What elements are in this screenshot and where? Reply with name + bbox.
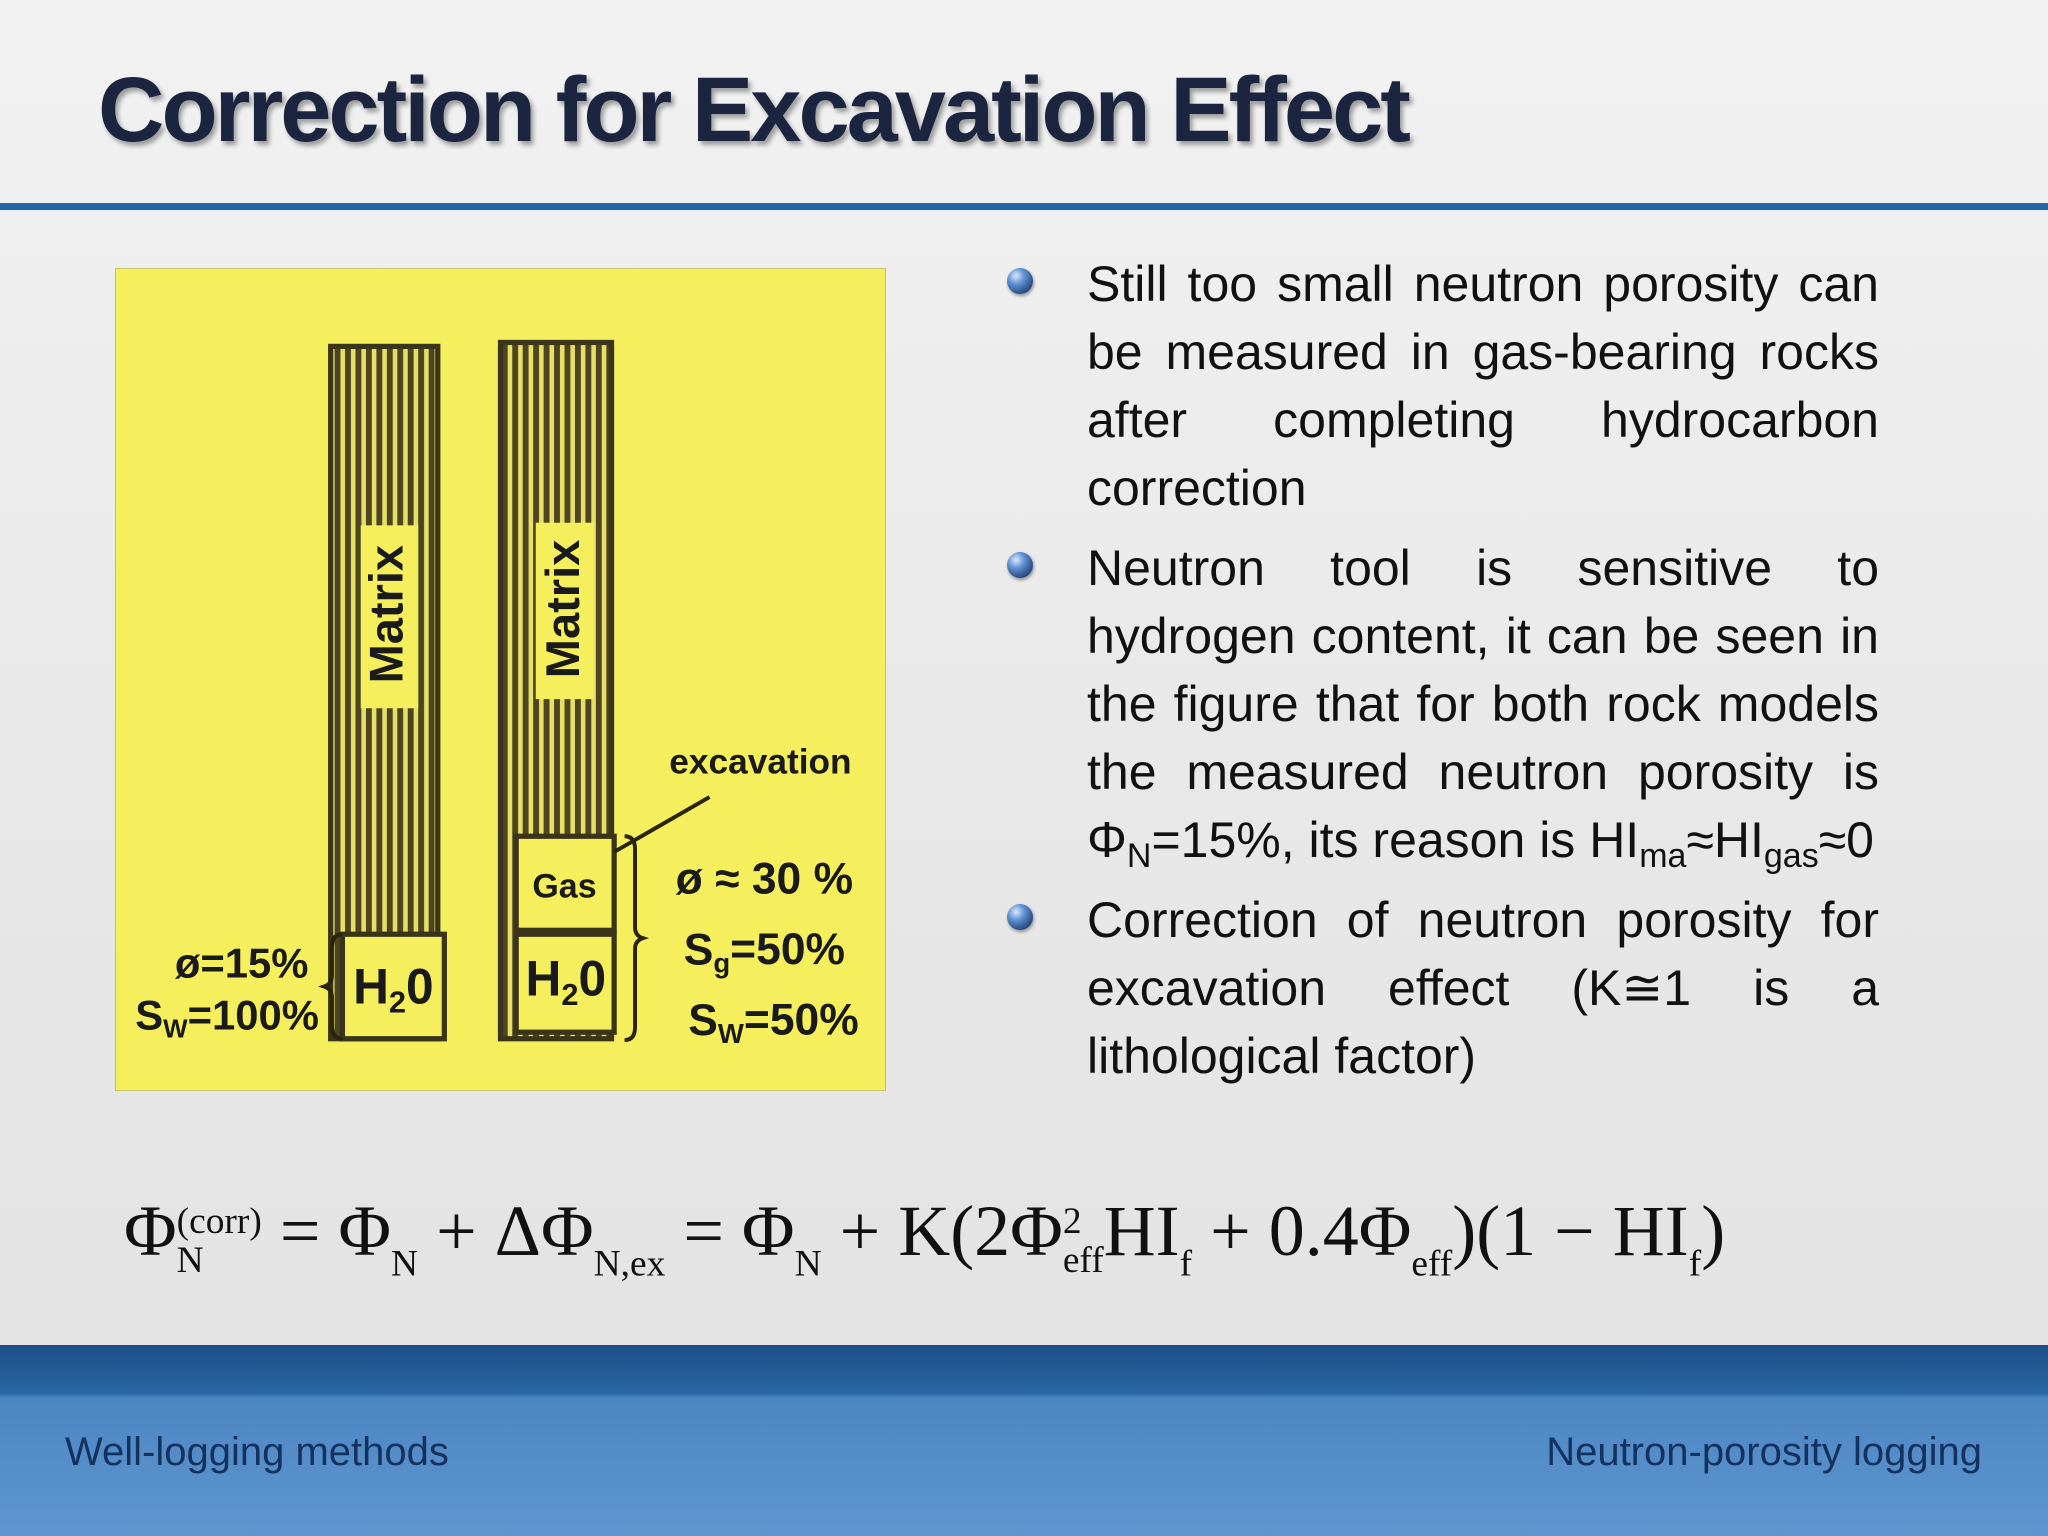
gas-label: Gas	[532, 868, 596, 906]
subscript: W	[718, 1018, 744, 1049]
subscript: 2	[561, 977, 578, 1012]
saturation-label: Sg=50%	[684, 925, 845, 978]
subscript: f	[1179, 1243, 1193, 1285]
text-run: =50%	[744, 996, 859, 1045]
subscript: W	[163, 1015, 188, 1043]
water-box	[339, 931, 447, 1042]
text-run: ≈HI	[1686, 812, 1764, 868]
excavation-box	[644, 738, 869, 788]
water-label: H20	[526, 950, 607, 1011]
porosity-label: ø ≈ 30 %	[676, 855, 853, 904]
text-run: ø ≈ 30 %	[676, 855, 853, 904]
text-run: H	[353, 958, 389, 1014]
text-run: S	[684, 925, 714, 974]
text-run: 0	[578, 950, 606, 1006]
matrix-box	[360, 525, 419, 709]
text-run: Still too small neutron porosity can be …	[1087, 256, 1879, 516]
footer-right: Neutron-porosity logging	[1546, 1430, 1982, 1474]
excavation-label: excavation	[669, 743, 851, 782]
subscript: gas	[1763, 837, 1819, 876]
formula-text: )	[1701, 1191, 1726, 1271]
text-run: H	[526, 951, 562, 1007]
porosity-label: ø=15%	[175, 939, 309, 986]
water-label: H20	[353, 958, 434, 1019]
matrix-label: Matrix	[536, 540, 589, 678]
superscript: 2	[1062, 1200, 1082, 1242]
text-run: 0	[406, 958, 434, 1014]
text-run: =100%	[188, 991, 319, 1038]
brace	[624, 834, 650, 1043]
formula-text: = Φ	[665, 1191, 795, 1271]
bullet: Still too small neutron porosity can be …	[1007, 250, 1879, 522]
subscript: eff	[1062, 1239, 1104, 1281]
saturation-label: SW=100%	[135, 991, 319, 1043]
subscript: 2	[389, 985, 406, 1020]
pointer-line	[613, 795, 711, 854]
subscript: f	[1688, 1243, 1702, 1285]
subscript: N	[794, 1243, 822, 1285]
formula-text: + K(2Φ	[821, 1191, 1063, 1271]
bullet: Correction of neutron porosity for excav…	[1007, 886, 1879, 1090]
subscript: N,ex	[593, 1243, 666, 1285]
bullet-list: Still too small neutron porosity can be …	[1007, 250, 1879, 1102]
footer-band	[0, 1345, 2048, 1536]
formula-text: HI	[1103, 1191, 1180, 1271]
gas-box	[513, 833, 617, 933]
sup-sub: 2 eff	[1062, 1200, 1104, 1281]
text-run: =50%	[730, 925, 845, 974]
formula: Φ (corr) N = ΦN + ΔΦN,ex = ΦN + K(2Φ 2 eff HI…	[124, 1190, 1726, 1283]
formula-text: Φ	[124, 1191, 177, 1271]
superscript: (corr)	[176, 1200, 262, 1242]
text-run: =15%, its reason is HI	[1151, 812, 1640, 868]
subscript: ma	[1639, 837, 1687, 876]
text-run: Correction of neutron porosity for excav…	[1087, 892, 1879, 1084]
bullet: Neutron tool is sensitive to hydrogen co…	[1007, 534, 1879, 876]
saturation-label: SW=50%	[688, 996, 858, 1049]
subscript: N	[391, 1243, 419, 1285]
formula-text: + ΔΦ	[418, 1191, 594, 1271]
text-run: S	[688, 996, 718, 1045]
text-run: ≈0	[1818, 812, 1874, 868]
brace	[317, 932, 343, 1041]
text-run: Neutron tool is sensitive to hydrogen co…	[1087, 540, 1879, 868]
formula-text: )(1 − HI	[1452, 1191, 1689, 1271]
subscript: N	[1126, 837, 1152, 876]
formula-text: + 0.4Φ	[1192, 1191, 1412, 1271]
text-run: ø=15%	[175, 939, 309, 986]
sup-sub: (corr) N	[176, 1200, 262, 1281]
slide-title: Correction for Excavation Effect	[98, 59, 1411, 161]
matrix-box	[535, 522, 594, 700]
figure: Matrix Matrix excavation Gas H20 H20 ø=1…	[115, 268, 886, 1091]
formula-text: = Φ	[261, 1191, 392, 1271]
matrix-label: Matrix	[360, 545, 413, 683]
text-run: S	[135, 992, 163, 1039]
subscript: eff	[1411, 1243, 1453, 1285]
footer-left: Well-logging methods	[65, 1430, 449, 1474]
subscript: N	[176, 1239, 204, 1281]
water-box	[513, 931, 617, 1035]
title-rule	[0, 203, 2048, 210]
subscript: g	[713, 948, 730, 979]
